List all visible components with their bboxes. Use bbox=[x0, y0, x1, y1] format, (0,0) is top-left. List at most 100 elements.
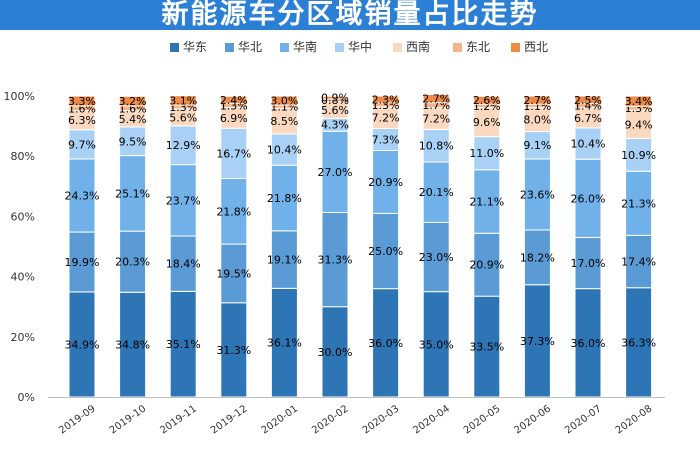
bar-segment-1 bbox=[574, 236, 602, 290]
data-label: 5.6% bbox=[169, 111, 197, 124]
bar-segment-2 bbox=[625, 170, 653, 236]
data-label: 3.2% bbox=[119, 95, 147, 108]
title-banner: 新能源车分区域销量占比走势 bbox=[0, 0, 700, 30]
x-axis: 2019-09 2019-10 2019-11 2019-12 2020-01 2020-… bbox=[48, 397, 665, 436]
legend-swatch-4 bbox=[393, 43, 402, 52]
bar-segment-6 bbox=[270, 95, 298, 106]
data-label: 9.4% bbox=[625, 118, 653, 131]
data-label: 4.3% bbox=[321, 119, 349, 132]
data-label: 8.0% bbox=[523, 113, 551, 126]
x-tick-label: 2020-05 bbox=[462, 403, 503, 436]
x-tick-label: 2019-12 bbox=[209, 403, 250, 436]
data-label: 3.0% bbox=[270, 95, 298, 108]
bar-segment-6 bbox=[523, 95, 551, 105]
data-label: 30.0% bbox=[318, 346, 353, 359]
data-label: 33.5% bbox=[469, 341, 504, 354]
data-label: 10.4% bbox=[267, 144, 302, 157]
data-label: 31.3% bbox=[318, 254, 353, 267]
bar-segment-1 bbox=[68, 231, 96, 293]
legend-label-4: 西南 bbox=[406, 39, 430, 54]
bar-segment-2 bbox=[119, 155, 147, 232]
bar-segment-6 bbox=[574, 95, 602, 105]
x-tick-label: 2020-07 bbox=[563, 403, 604, 436]
y-axis: 0% 20% 40% 60% 80% 100% bbox=[4, 90, 35, 404]
data-label: 10.9% bbox=[621, 149, 656, 162]
data-label: 6.7% bbox=[574, 112, 602, 125]
bar-segment-1 bbox=[321, 211, 349, 308]
legend-swatch-3 bbox=[335, 43, 344, 52]
legend-label-2: 华南 bbox=[293, 39, 317, 54]
legend-swatch-6 bbox=[511, 43, 520, 52]
data-label: 17.0% bbox=[571, 257, 606, 270]
y-tick-label: 60% bbox=[11, 210, 35, 223]
bar-segment-3 bbox=[625, 137, 653, 172]
data-label: 2.4% bbox=[220, 94, 248, 107]
bar-segment-6 bbox=[169, 95, 197, 106]
data-label: 16.7% bbox=[216, 147, 251, 160]
bar-segment-1 bbox=[119, 230, 147, 293]
data-label: 6.3% bbox=[68, 114, 96, 127]
data-label: 25.1% bbox=[115, 187, 150, 200]
data-label: 21.1% bbox=[469, 196, 504, 209]
data-label: 9.1% bbox=[523, 139, 551, 152]
data-label: 2.6% bbox=[473, 94, 501, 107]
bar-segment-2 bbox=[473, 169, 501, 234]
data-label: 19.1% bbox=[267, 254, 302, 267]
legend-swatch-1 bbox=[225, 43, 234, 52]
bar-segment-2 bbox=[68, 158, 96, 233]
data-label: 21.3% bbox=[621, 197, 656, 210]
data-label: 2.7% bbox=[422, 93, 450, 106]
x-tick-label: 2020-03 bbox=[361, 403, 402, 436]
data-label: 36.1% bbox=[267, 337, 302, 350]
data-label: 12.9% bbox=[166, 139, 201, 152]
bar-segment-6 bbox=[68, 95, 96, 107]
data-label: 18.2% bbox=[520, 251, 555, 264]
data-label: 9.5% bbox=[119, 135, 147, 148]
data-label: 7.2% bbox=[422, 113, 450, 126]
x-tick-label: 2019-10 bbox=[108, 403, 149, 436]
data-label: 10.4% bbox=[571, 138, 606, 151]
x-tick-label: 2020-08 bbox=[614, 403, 655, 436]
data-label: 6.9% bbox=[220, 112, 248, 125]
data-label: 34.8% bbox=[115, 339, 150, 352]
bar-segment-1 bbox=[169, 235, 197, 292]
data-label: 26.0% bbox=[571, 192, 606, 205]
bar-segment-6 bbox=[119, 95, 147, 107]
data-label: 10.8% bbox=[419, 140, 454, 153]
data-label: 20.3% bbox=[115, 256, 150, 269]
data-label: 18.4% bbox=[166, 258, 201, 271]
data-label: 24.3% bbox=[65, 189, 100, 202]
data-label: 3.3% bbox=[68, 95, 96, 108]
chart-title: 新能源车分区域销量占比走势 bbox=[161, 0, 539, 30]
data-label: 23.6% bbox=[520, 188, 555, 201]
x-tick-label: 2020-01 bbox=[260, 403, 301, 436]
data-label: 19.5% bbox=[216, 267, 251, 280]
bar-segment-2 bbox=[523, 158, 551, 231]
bar-segment-0 bbox=[523, 284, 551, 398]
legend: 华东 华北 华南 华中 西南 东北 西北 bbox=[170, 39, 548, 54]
data-label: 36.0% bbox=[368, 337, 403, 350]
x-tick-label: 2019-11 bbox=[158, 403, 199, 436]
x-tick-label: 2019-09 bbox=[57, 403, 98, 436]
bar-segment-6 bbox=[372, 95, 400, 104]
bar-segment-0 bbox=[321, 306, 349, 398]
bar-segment-0 bbox=[372, 288, 400, 398]
data-label: 20.9% bbox=[368, 176, 403, 189]
bar-segment-2 bbox=[220, 177, 248, 245]
y-tick-label: 80% bbox=[11, 150, 35, 163]
data-label: 36.3% bbox=[621, 336, 656, 349]
x-tick-label: 2020-04 bbox=[411, 403, 452, 436]
bars: 34.9%19.9%24.3%9.7%6.3%1.6%3.3%34.8%20.3… bbox=[65, 92, 656, 398]
data-label: 31.3% bbox=[216, 344, 251, 357]
data-label: 36.0% bbox=[571, 337, 606, 350]
data-label: 5.4% bbox=[119, 113, 147, 126]
legend-label-5: 东北 bbox=[466, 40, 490, 54]
data-label: 0.9% bbox=[321, 92, 349, 105]
data-label: 2.3% bbox=[372, 93, 400, 106]
bar-segment-6 bbox=[220, 95, 248, 105]
bar-segment-3 bbox=[422, 128, 450, 163]
data-label: 8.5% bbox=[270, 115, 298, 128]
data-label: 11.0% bbox=[469, 147, 504, 160]
data-label: 5.6% bbox=[321, 104, 349, 117]
